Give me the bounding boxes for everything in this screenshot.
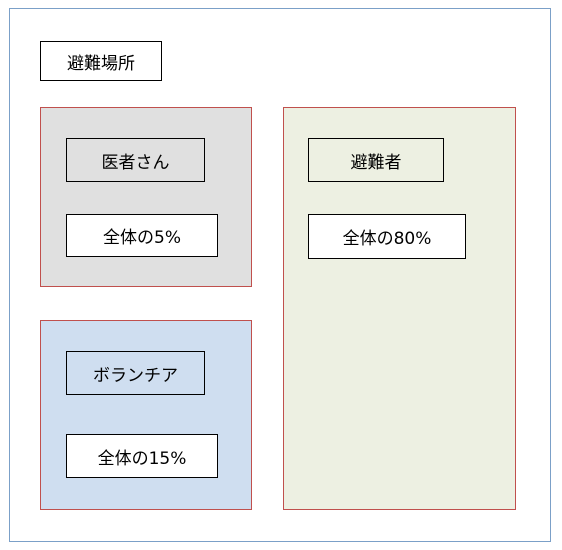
volunteers-label: ボランチア <box>66 351 205 395</box>
evacuees-share: 全体の80% <box>308 214 466 259</box>
doctors-share: 全体の5% <box>66 214 218 257</box>
doctors-group <box>40 107 252 287</box>
volunteers-group <box>40 320 252 510</box>
shelter-title: 避難場所 <box>40 41 162 81</box>
doctors-label: 医者さん <box>66 138 205 182</box>
evacuees-label: 避難者 <box>308 138 444 182</box>
volunteers-share: 全体の15% <box>66 434 218 478</box>
